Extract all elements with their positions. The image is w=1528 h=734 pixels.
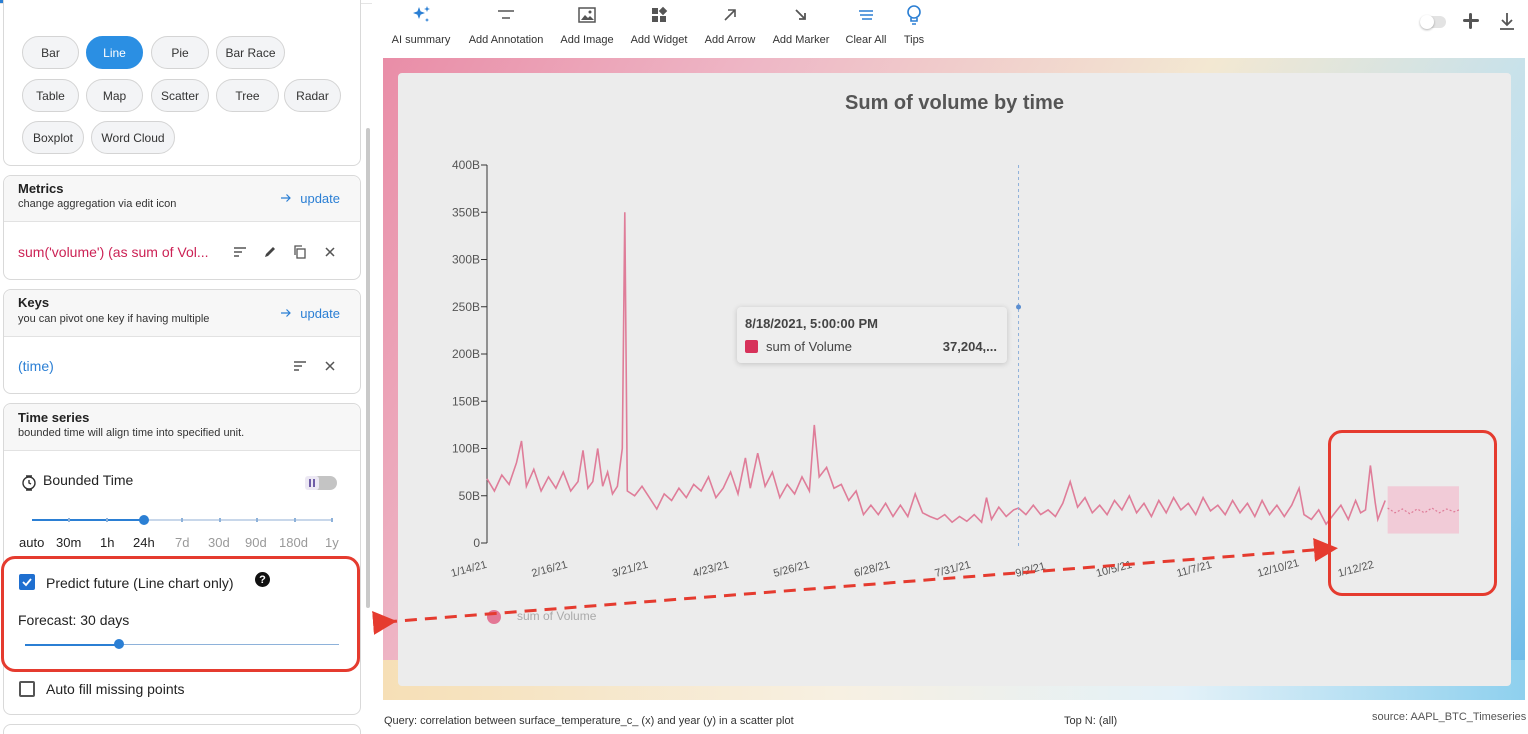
slider-tick	[181, 518, 183, 522]
add-marker-button[interactable]: Add Marker	[771, 4, 831, 46]
annotation-icon	[495, 4, 517, 26]
predict-future-checkbox[interactable]	[19, 574, 35, 590]
tooltip-series: sum of Volume	[766, 339, 852, 354]
unit-label[interactable]: 7d	[175, 535, 190, 550]
time-series-header: Time series bounded time will align time…	[4, 404, 360, 451]
metrics-update-button[interactable]: update	[278, 190, 340, 206]
predict-future-label: Predict future (Line chart only)	[46, 575, 234, 591]
slider-tick	[106, 518, 108, 522]
arrow-right-icon	[278, 190, 294, 206]
chart-type-table[interactable]: Table	[22, 79, 79, 112]
slider-tick	[294, 518, 296, 522]
unit-label[interactable]: 1y	[325, 535, 339, 550]
chart-type-radar[interactable]: Radar	[284, 79, 341, 112]
clear-all-button[interactable]: Clear All	[843, 4, 889, 46]
clear-all-icon	[855, 4, 877, 26]
image-icon	[576, 4, 598, 26]
source-text: source: AAPL_BTC_Timeseries	[1372, 711, 1527, 723]
chart-type-word-cloud[interactable]: Word Cloud	[91, 121, 175, 154]
edit-icon[interactable]	[262, 244, 278, 260]
bounded-time-slider-fill	[32, 519, 144, 521]
unit-label[interactable]: 180d	[279, 535, 308, 550]
keys-card: Keys you can pivot one key if having mul…	[3, 289, 361, 394]
keys-update-button[interactable]: update	[278, 305, 340, 321]
metrics-title: Metrics	[18, 181, 64, 196]
forecast-slider-thumb[interactable]	[114, 639, 124, 649]
time-series-title: Time series	[18, 410, 90, 425]
unit-label[interactable]: 1h	[100, 535, 115, 550]
chart-type-map[interactable]: Map	[86, 79, 143, 112]
time-series-card: Time series bounded time will align time…	[3, 403, 361, 715]
scrollbar[interactable]	[366, 128, 370, 608]
chart-tooltip: 8/18/2021, 5:00:00 PM sum of Volume 37,2…	[737, 307, 1007, 363]
slider-tick	[219, 518, 221, 522]
widget-icon	[648, 4, 670, 26]
autofill-checkbox[interactable]	[19, 681, 35, 697]
slider-tick	[256, 518, 258, 522]
predict-highlight-box	[1, 556, 360, 672]
metrics-subtitle: change aggregation via edit icon	[18, 198, 177, 210]
chart-type-scatter[interactable]: Scatter	[151, 79, 209, 112]
view-toggle[interactable]	[1420, 15, 1446, 29]
marker-icon	[790, 4, 812, 26]
toggle-knob-icon	[305, 476, 319, 490]
unit-label[interactable]: 30m	[56, 535, 82, 550]
sort-icon[interactable]	[232, 244, 248, 260]
chart-type-bar[interactable]: Bar	[22, 36, 79, 69]
close-icon[interactable]	[322, 358, 338, 374]
tooltip-swatch	[745, 340, 758, 353]
unit-label[interactable]: auto	[19, 535, 45, 550]
watch-icon	[20, 473, 38, 493]
forecast-slider[interactable]	[25, 644, 339, 645]
metrics-header: Metrics change aggregation via edit icon…	[4, 176, 360, 222]
forecast-slider-fill	[25, 644, 119, 646]
keys-subtitle: you can pivot one key if having multiple	[18, 313, 210, 325]
chart-type-line[interactable]: Line	[86, 36, 143, 69]
unit-label[interactable]: 30d	[208, 535, 230, 550]
keys-header: Keys you can pivot one key if having mul…	[4, 290, 360, 337]
forecast-highlight-box	[1328, 430, 1497, 596]
keys-title: Keys	[18, 295, 50, 310]
chart-type-pie[interactable]: Pie	[151, 36, 209, 69]
query-text: Query: correlation between surface_tempe…	[384, 715, 794, 727]
chart-type-bar-race[interactable]: Bar Race	[216, 36, 285, 69]
slack-icon[interactable]	[1462, 12, 1480, 30]
slider-tick	[331, 518, 333, 522]
sort-icon[interactable]	[292, 358, 308, 374]
slider-tick	[68, 518, 70, 522]
arrow-right-icon	[278, 305, 294, 321]
metrics-card: Metrics change aggregation via edit icon…	[3, 175, 361, 280]
download-icon[interactable]	[1497, 11, 1517, 31]
arrow-icon	[719, 4, 741, 26]
config-panel: Bar Line Pie Bar Race Table Map Scatter …	[0, 0, 372, 734]
close-icon[interactable]	[322, 244, 338, 260]
tips-button[interactable]: Tips	[900, 4, 928, 46]
copy-icon[interactable]	[292, 244, 308, 260]
time-series-subtitle: bounded time will align time into specif…	[18, 427, 245, 439]
forecast-label: Forecast: 30 days	[18, 612, 130, 628]
add-image-button[interactable]: Add Image	[557, 4, 617, 46]
sparkle-icon	[410, 4, 432, 26]
add-annotation-button[interactable]: Add Annotation	[465, 4, 547, 46]
bounded-time-slider-thumb[interactable]	[139, 515, 149, 525]
add-arrow-button[interactable]: Add Arrow	[703, 4, 757, 46]
unit-label[interactable]: 90d	[245, 535, 267, 550]
chart-title: Sum of volume by time	[845, 92, 1064, 114]
tooltip-value: 37,204,...	[942, 339, 997, 354]
bounded-time-label: Bounded Time	[43, 472, 134, 488]
autofill-label: Auto fill missing points	[46, 681, 185, 697]
topn-text: Top N: (all)	[1064, 715, 1118, 727]
lightbulb-icon	[903, 4, 925, 26]
add-widget-button[interactable]: Add Widget	[628, 4, 690, 46]
unit-label[interactable]: 24h	[133, 535, 155, 550]
next-card	[3, 724, 361, 734]
key-item: (time)	[18, 358, 54, 374]
tooltip-title: 8/18/2021, 5:00:00 PM	[745, 316, 878, 331]
ai-summary-button[interactable]: AI summary	[390, 4, 452, 46]
metric-item: sum('volume') (as sum of Vol...	[18, 244, 209, 260]
chart-type-tree[interactable]: Tree	[216, 79, 279, 112]
chart-type-card: Bar Line Pie Bar Race Table Map Scatter …	[3, 0, 361, 166]
help-icon[interactable]: ?	[255, 572, 270, 587]
chart-type-boxplot[interactable]: Boxplot	[22, 121, 84, 154]
